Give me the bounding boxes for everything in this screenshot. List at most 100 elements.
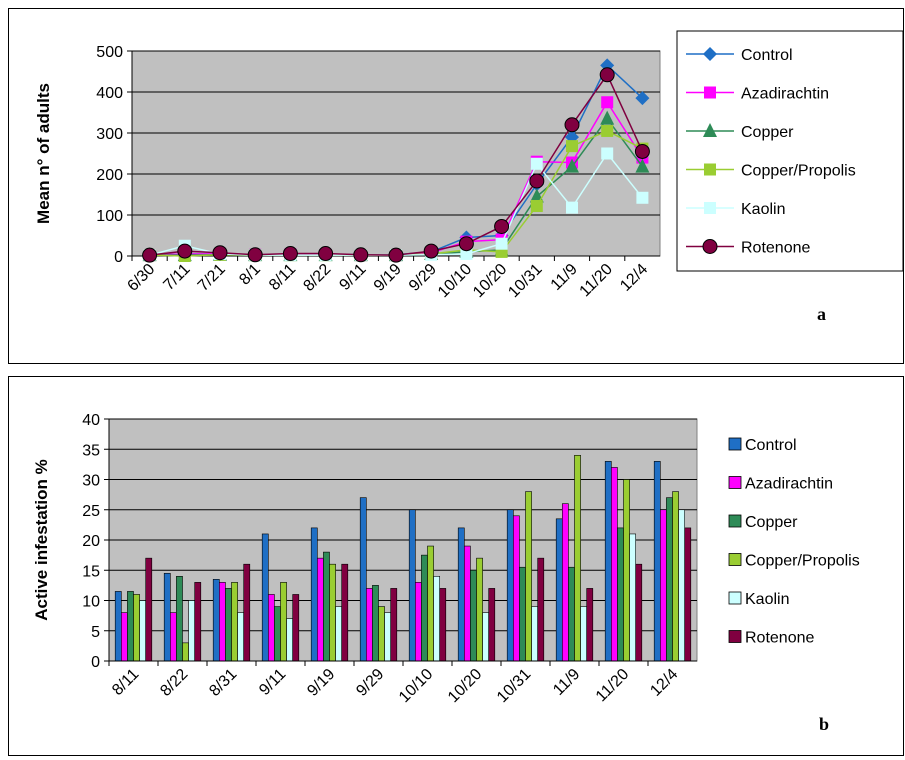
data-point: [599, 67, 615, 83]
x-tick-label: 10/20: [470, 261, 510, 301]
data-point: [636, 191, 649, 204]
legend-marker: [704, 86, 716, 99]
x-tick-label: 9/29: [353, 666, 387, 700]
y-tick-label: 30: [82, 473, 100, 490]
x-tick-label: 10/31: [505, 261, 545, 301]
bar: [121, 612, 128, 662]
y-tick-label: 40: [82, 412, 100, 429]
bar: [267, 594, 275, 662]
bar: [629, 533, 636, 662]
bar: [421, 554, 428, 662]
chart-panel-b: 0 5 10 15 20 25 30 35 40 8/11 8/22 8/31 9/11 9/19 9/29…: [8, 376, 904, 756]
data-point: [566, 140, 578, 153]
bar: [482, 612, 490, 662]
bar: [610, 467, 618, 662]
x-tick-label: 9/19: [304, 666, 338, 700]
bar: [525, 491, 532, 662]
bar: [127, 591, 134, 662]
bar: [188, 600, 196, 662]
legend-marker: [702, 239, 718, 254]
x-tick-label: 9/11: [256, 666, 289, 699]
x-tick-label: 10/31: [494, 666, 534, 706]
x-tick-label: 9/11: [336, 261, 369, 294]
bar: [427, 545, 434, 662]
bar: [623, 479, 630, 662]
bar: [580, 606, 587, 662]
data-point: [495, 237, 508, 250]
panel-label: b: [819, 714, 829, 734]
bar: [219, 582, 226, 662]
x-tick-label: 8/31: [206, 666, 240, 700]
x-tick-label: 11/20: [593, 666, 633, 706]
bar: [476, 557, 483, 662]
legend-label: Copper: [741, 124, 794, 141]
bar: [672, 491, 679, 662]
bar: [512, 515, 520, 662]
bar: [666, 497, 673, 662]
bar: [506, 509, 514, 662]
legend-swatch: [728, 553, 742, 566]
data-point: [460, 247, 473, 260]
y-axis-label: Mean n° of adults: [34, 83, 53, 224]
legend-label: Copper/Propolis: [745, 553, 860, 570]
x-tick-label: 8/11: [109, 666, 142, 699]
bar: [133, 594, 140, 662]
bar: [139, 600, 147, 662]
x-tick-label: 10/20: [445, 666, 485, 706]
x-tick-label: 8/11: [266, 261, 299, 294]
y-tick-label: 500: [96, 44, 123, 61]
bar: [519, 566, 526, 662]
data-point: [564, 117, 580, 133]
y-tick-label: 300: [96, 126, 123, 143]
bar: [470, 569, 477, 662]
legend-label: Rotenone: [741, 240, 810, 257]
bar: [225, 588, 232, 662]
bar: [286, 618, 294, 662]
y-tick-label: 0: [114, 249, 123, 266]
data-point: [177, 243, 193, 259]
bar: [537, 557, 545, 662]
data-point: [530, 157, 543, 170]
plot-area: [131, 50, 661, 257]
bar: [243, 563, 251, 662]
bar: [433, 576, 441, 662]
bar: [316, 557, 324, 662]
y-tick-label: 0: [91, 654, 100, 671]
y-axis-label: Active infestation %: [32, 459, 51, 621]
bar: [182, 642, 189, 662]
bar: [280, 582, 287, 662]
legend-label: Copper/Propolis: [741, 163, 856, 180]
bar: [274, 606, 281, 662]
legend-swatch: [728, 514, 742, 528]
y-tick-label: 10: [82, 594, 100, 611]
y-tick-label: 100: [96, 208, 123, 225]
bar: [463, 545, 471, 662]
bar: [659, 509, 667, 662]
data-point: [247, 247, 263, 263]
bar: [170, 612, 177, 662]
legend-label: Azadirachtin: [745, 476, 833, 493]
legend-label: Control: [741, 47, 793, 64]
data-point: [142, 247, 158, 263]
y-tick-label: 400: [96, 85, 123, 102]
bar: [237, 612, 245, 662]
y-tick-label: 15: [82, 563, 100, 580]
x-tick-label: 10/10: [435, 261, 475, 301]
bar: [378, 606, 385, 662]
y-tick-label: 25: [82, 503, 100, 520]
x-tick-label: 7/11: [160, 261, 193, 294]
data-point: [353, 247, 369, 263]
legend: [676, 30, 904, 272]
bar: [323, 551, 330, 662]
x-tick-label: 10/10: [396, 666, 436, 706]
x-tick-label: 12/4: [647, 666, 681, 700]
bar: [678, 509, 685, 662]
bar: [414, 582, 422, 662]
bar: [372, 585, 379, 662]
bar: [359, 497, 367, 662]
y-tick-label: 35: [82, 442, 100, 459]
x-tick-label: 11/9: [550, 666, 583, 699]
legend-swatch: [728, 630, 742, 643]
data-point: [635, 91, 650, 106]
